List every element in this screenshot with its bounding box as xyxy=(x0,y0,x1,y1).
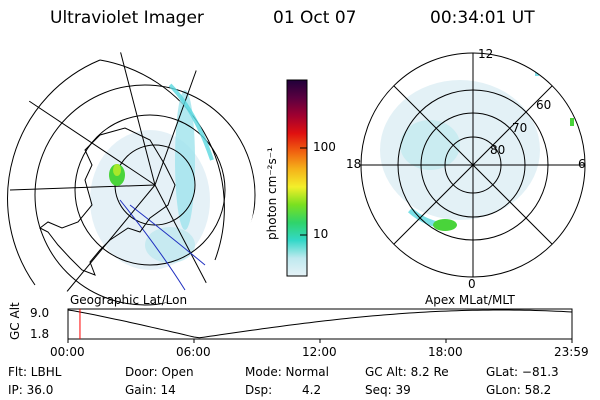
colorbar-gradient xyxy=(287,80,307,276)
time-tick-1800: 18:00 xyxy=(428,345,463,359)
continent-outline xyxy=(39,127,176,276)
time-label: 00:34:01 UT xyxy=(430,8,535,28)
instrument-title: Ultraviolet Imager xyxy=(50,8,204,28)
altitude-curve xyxy=(67,309,573,339)
geographic-panel-label: Geographic Lat/Lon xyxy=(70,293,188,307)
door-info: Door: Open xyxy=(125,365,194,379)
colorbar-unit-label: photon cm⁻²s⁻¹ xyxy=(265,147,279,240)
altitude-track xyxy=(67,308,573,343)
time-tick-2359: 23:59 xyxy=(554,345,589,359)
colorbar-tick-100: 100 xyxy=(313,140,336,154)
mlt-label-18: 18 xyxy=(346,157,362,171)
time-tick-0600: 06:00 xyxy=(176,345,211,359)
colorbar-tick-10: 10 xyxy=(313,227,329,241)
altitude-tick-low: 1.8 xyxy=(30,327,50,341)
glat-info: GLat: −81.3 xyxy=(486,365,559,379)
emission-arc-lower xyxy=(145,227,195,263)
mlt-label-0: 0 xyxy=(468,277,476,291)
filter-info: Flt: LBHL xyxy=(8,365,62,379)
time-tick-1200: 12:00 xyxy=(302,345,337,359)
lat-circle-70 xyxy=(74,114,226,266)
altitude-axis-label: GC Alt xyxy=(8,302,22,340)
dsp-value: 4.2 xyxy=(302,383,322,397)
seq-info: Seq: 39 xyxy=(365,383,411,397)
lat-circle-60 xyxy=(34,84,256,306)
mlat-label-70: 70 xyxy=(512,121,528,135)
geographic-map xyxy=(7,52,256,306)
apex-polar-plot xyxy=(360,52,586,278)
gc-alt-info: GC Alt: 8.2 Re xyxy=(365,365,449,379)
mlat-label-60: 60 xyxy=(536,98,552,112)
date-label: 01 Oct 07 xyxy=(273,8,357,28)
mlt-label-12: 12 xyxy=(478,47,494,61)
apex-emission-haze xyxy=(380,80,540,220)
dsp-label: Dsp: xyxy=(245,383,273,397)
limb-emission-band xyxy=(168,83,214,161)
mode-info: Mode: Normal xyxy=(245,365,329,379)
time-tick-0000: 00:00 xyxy=(50,345,85,359)
emission-arc-cyan xyxy=(175,90,195,230)
colorbar xyxy=(286,79,308,277)
altitude-tick-high: 9.0 xyxy=(30,306,50,320)
gain-info: Gain: 14 xyxy=(125,383,176,397)
ip-info: IP: 36.0 xyxy=(8,383,54,397)
apex-emission-spot xyxy=(433,219,457,231)
glon-info: GLon: 58.2 xyxy=(486,383,552,397)
mlat-label-80: 80 xyxy=(490,143,506,157)
mlt-label-6: 6 xyxy=(578,157,586,171)
apex-panel-label: Apex MLat/MLT xyxy=(425,293,515,307)
